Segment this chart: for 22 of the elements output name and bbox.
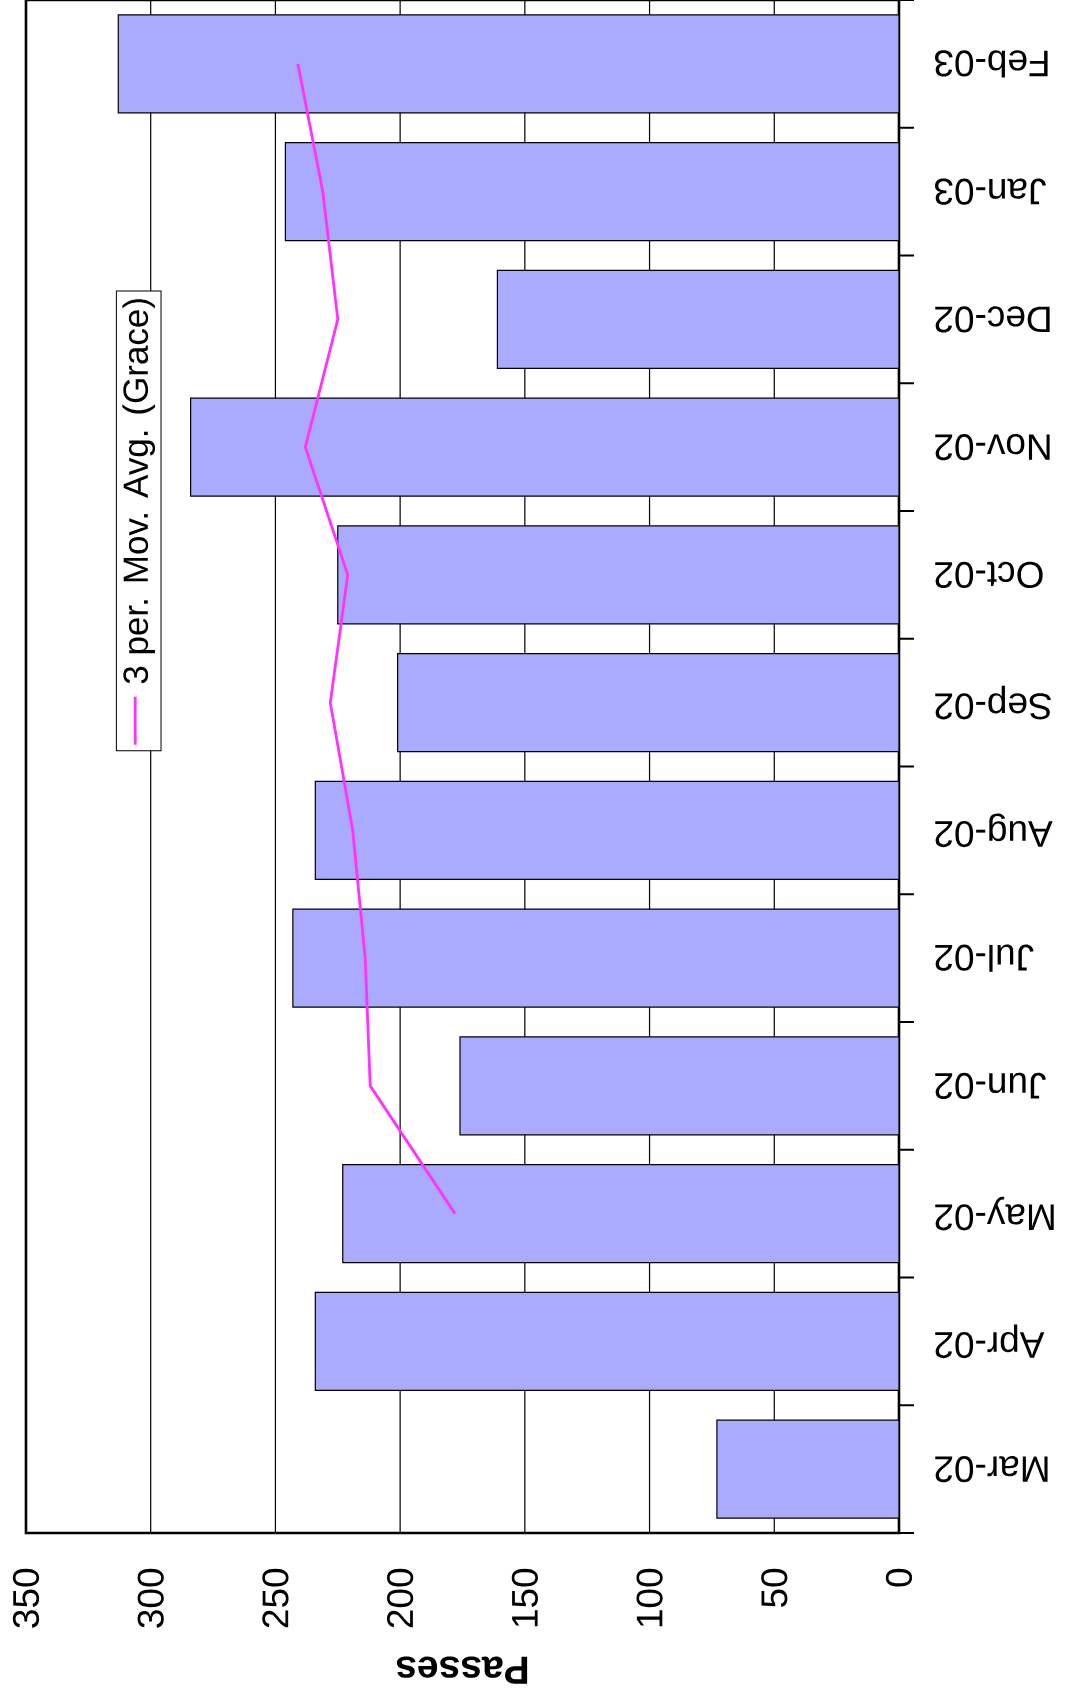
x-tick-label: 200 [387, 1568, 414, 1628]
y-tick-label: Feb-03 [935, 50, 1048, 78]
x-tick-label: 50 [761, 1568, 788, 1608]
text: 3 per. Mov. Avg. (Grace) [122, 299, 156, 684]
x-tick-label: 250 [262, 1568, 289, 1628]
y-tick-label: Apr-02 [935, 1324, 1045, 1359]
x-tick-label: 0 [885, 1568, 913, 1587]
y-tick-label: Aug-02 [935, 813, 1053, 848]
x-tick-label: 100 [636, 1568, 663, 1627]
y-tick-label: Jul-02 [935, 944, 1034, 972]
y-tick-label: Sep-02 [935, 685, 1051, 720]
x-tick-label: 300 [137, 1568, 164, 1628]
y-tick-label: Jun-02 [935, 1072, 1046, 1099]
y-tick-label: May-02 [935, 1196, 1054, 1231]
y-tick-label: Oct-02 [935, 561, 1043, 588]
x-axis-title: Passes [396, 1656, 528, 1684]
x-tick-label: 350 [12, 1568, 40, 1628]
y-tick-label: Dec-02 [935, 306, 1050, 333]
y-tick-label: Mar-02 [935, 1456, 1048, 1483]
x-tick-label: 150 [511, 1568, 538, 1627]
y-tick-label: Jan-03 [935, 178, 1046, 205]
y-tick-label: Nov-02 [935, 434, 1050, 461]
